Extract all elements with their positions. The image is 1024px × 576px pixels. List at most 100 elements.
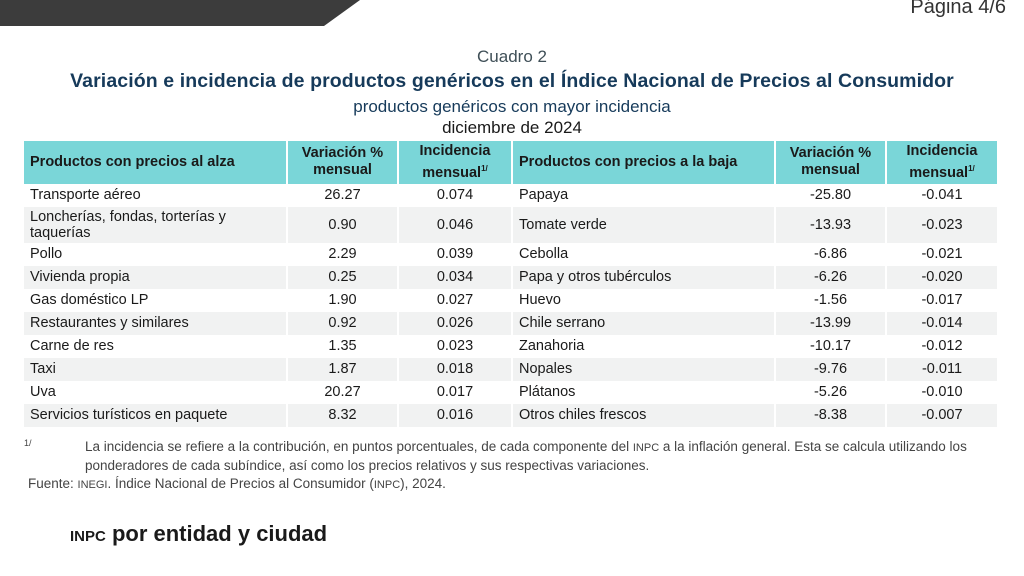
- variation-down-cell: -8.38: [775, 403, 887, 427]
- product-down-cell: Otros chiles frescos: [512, 403, 776, 427]
- footnote-mark: 1/: [968, 164, 975, 173]
- incidence-up-cell: 0.027: [398, 288, 513, 312]
- incidence-up-cell: 0.017: [398, 380, 513, 404]
- product-down-cell: Chile serrano: [512, 311, 776, 335]
- product-down-cell: Zanahoria: [512, 334, 776, 358]
- section-heading: INPC por entidad y ciudad: [70, 521, 327, 547]
- table-row: Transporte aéreo 26.27 0.074 Papaya -25.80 -0…: [24, 183, 997, 207]
- table-header-row: Productos con precios al alza Variación …: [24, 141, 997, 184]
- footnote-mark: 1/: [24, 438, 32, 448]
- product-down-cell: Tomate verde: [512, 206, 776, 243]
- variation-down-cell: -1.56: [775, 288, 887, 312]
- incidence-down-cell: -0.010: [921, 384, 963, 401]
- product-down-cell: Nopales: [512, 357, 776, 381]
- incidence-up-cell: 0.023: [398, 334, 513, 358]
- col-header-down-product: Productos con precios a la baja: [512, 141, 776, 184]
- col-header-up-incidence: Incidencia mensual1/: [398, 141, 513, 184]
- incidence-up-cell: 0.018: [398, 357, 513, 381]
- variation-up-cell: 1.87: [287, 357, 399, 381]
- variation-up-cell: 0.90: [287, 206, 399, 243]
- table-label: Cuadro 2: [477, 47, 547, 66]
- page-number: Página 4/6: [910, 0, 1006, 18]
- footnote-text: La incidencia se refiere a la contribuci…: [85, 438, 1004, 475]
- incidence-down-cell: -0.012: [921, 338, 963, 355]
- page-subtitle: productos genéricos con mayor incidencia: [353, 97, 671, 116]
- table-row: Pollo 2.29 0.039 Cebolla -6.86 -0.021: [24, 242, 997, 266]
- footnote-mark: 1/: [481, 164, 488, 173]
- product-down-cell: Huevo: [512, 288, 776, 312]
- col-header-up-variation: Variación % mensual: [287, 141, 399, 184]
- section-title: por entidad y ciudad: [105, 521, 328, 546]
- table-row: Uva 20.27 0.017 Plátanos -5.26 -0.010: [24, 380, 997, 404]
- variation-down-cell: -6.26: [775, 265, 887, 289]
- variation-up-cell: 8.32: [287, 403, 399, 427]
- product-up-cell: Servicios turísticos en paquete: [24, 403, 288, 427]
- col-header-down-variation: Variación % mensual: [775, 141, 887, 184]
- col-header-up-product: Productos con precios al alza: [24, 141, 288, 184]
- col-header-label: Incidencia mensual: [419, 143, 491, 181]
- incidence-table: Productos con precios al alza Variación …: [24, 141, 997, 427]
- incidence-up-cell: 0.034: [398, 265, 513, 289]
- incidence-down-cell: -0.041: [921, 187, 963, 204]
- variation-up-cell: 0.92: [287, 311, 399, 335]
- product-down-cell: Cebolla: [512, 242, 776, 266]
- table-row: Taxi 1.87 0.018 Nopales -9.76 -0.011: [24, 357, 997, 381]
- incidence-down-cell: -0.007: [886, 403, 997, 427]
- footnote: 1/ La incidencia se refiere a la contrib…: [24, 438, 1004, 475]
- page-title: Variación e incidencia de productos gené…: [70, 70, 954, 92]
- table-row: Servicios turísticos en paquete 8.32 0.016…: [24, 403, 997, 427]
- section-abbr: INPC: [70, 528, 106, 545]
- variation-up-cell: 2.29: [287, 242, 399, 266]
- product-down-cell: Papa y otros tubérculos: [512, 265, 776, 289]
- product-up-cell: Taxi: [24, 357, 288, 381]
- incidence-down-cell: -0.023: [886, 206, 997, 243]
- table-row: Carne de res 1.35 0.023 Zanahoria -10.17 -0.0…: [24, 334, 997, 358]
- footnote-abbr: INPC: [632, 442, 660, 454]
- table-row: Loncherías, fondas, torterías y taquería…: [24, 206, 997, 243]
- period-label: diciembre de 2024: [442, 118, 582, 137]
- footnote-text-part: a la inflación general. Esta se calcula …: [85, 439, 967, 473]
- product-down-cell: Papaya: [512, 183, 776, 207]
- product-up-cell: Gas doméstico LP: [24, 288, 288, 312]
- variation-up-cell: 0.25: [287, 265, 399, 289]
- variation-up-cell: 20.27: [287, 380, 399, 404]
- variation-up-cell: 1.35: [287, 334, 399, 358]
- product-down-cell: Plátanos: [512, 380, 776, 404]
- source-text: . Índice Nacional de Precios al Consumid…: [107, 476, 374, 491]
- table-row: Gas doméstico LP 1.90 0.027 Huevo -1.56 -0.01…: [24, 288, 997, 312]
- product-up-cell: Loncherías, fondas, torterías y taquería…: [24, 206, 288, 243]
- product-up-cell: Restaurantes y similares: [24, 311, 288, 335]
- header-tab-decoration: [0, 0, 360, 26]
- incidence-down-cell: -0.011: [886, 357, 997, 381]
- variation-down-cell: -10.17: [775, 334, 887, 358]
- incidence-up-cell: 0.046: [398, 206, 513, 243]
- incidence-down-cell: -0.017: [921, 292, 963, 309]
- incidence-up-cell: 0.074: [398, 183, 513, 207]
- table-row: Restaurantes y similares 0.92 0.026 Chile s…: [24, 311, 997, 335]
- source-abbr: INEGI: [77, 479, 108, 491]
- variation-down-cell: -6.86: [775, 242, 887, 266]
- product-up-cell: Vivienda propia: [24, 265, 288, 289]
- product-up-cell: Carne de res: [24, 334, 288, 358]
- source-suffix: ), 2024.: [400, 476, 446, 491]
- source-prefix: Fuente:: [28, 476, 78, 491]
- variation-down-cell: -9.76: [775, 357, 887, 381]
- incidence-up-cell: 0.039: [398, 242, 513, 266]
- source-note: Fuente: INEGI. Índice Nacional de Precio…: [28, 476, 446, 491]
- col-header-down-incidence: Incidencia mensual1/: [886, 141, 997, 184]
- source-abbr: INPC: [373, 479, 401, 491]
- incidence-up-cell: 0.026: [398, 311, 513, 335]
- product-up-cell: Uva: [24, 380, 288, 404]
- product-up-cell: Pollo: [24, 242, 288, 266]
- variation-down-cell: -25.80: [775, 183, 887, 207]
- incidence-down-cell: -0.021: [921, 246, 963, 263]
- variation-up-cell: 26.27: [287, 183, 399, 207]
- variation-down-cell: -13.93: [775, 206, 887, 243]
- variation-down-cell: -13.99: [775, 311, 887, 335]
- col-header-label: Incidencia mensual: [906, 143, 978, 181]
- variation-down-cell: -5.26: [775, 380, 887, 404]
- product-up-cell: Transporte aéreo: [24, 183, 288, 207]
- incidence-up-cell: 0.016: [398, 403, 513, 427]
- footnote-text-part: La incidencia se refiere a la contribuci…: [85, 439, 633, 454]
- incidence-down-cell: -0.014: [886, 311, 997, 335]
